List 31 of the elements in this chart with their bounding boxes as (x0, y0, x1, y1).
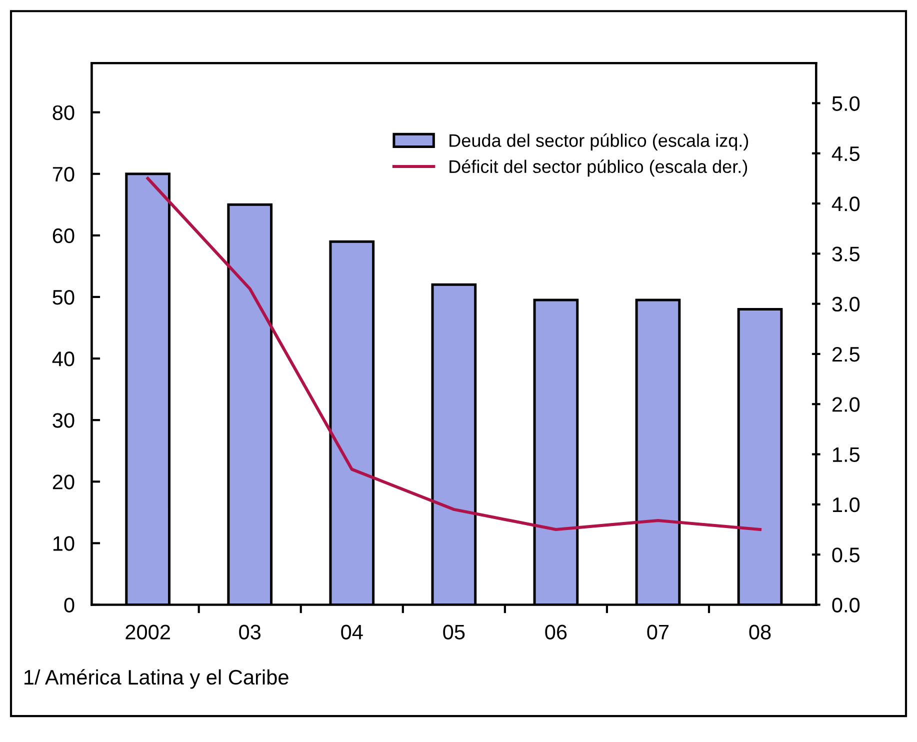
y2-tick-label: 3.5 (832, 246, 860, 262)
line-series (146, 176, 762, 532)
y-tick-label: 80 (52, 105, 74, 120)
legend-label: Deuda del sector público (escala izq.) (450, 133, 748, 151)
y-tick-label: 60 (52, 228, 74, 244)
x-tick-label: 05 (443, 624, 465, 640)
y2-tick-label: 5.0 (832, 96, 860, 111)
y-tick-label: 10 (53, 536, 74, 551)
y2-tick-label: 1.5 (832, 447, 860, 462)
y2-tick-label: 0.5 (832, 548, 860, 562)
y-tick-label: 40 (52, 352, 74, 366)
y2-tick-label: 0.0 (832, 598, 860, 612)
x-tick-label: 03 (239, 624, 261, 640)
x-tick-label: 2002 (126, 624, 170, 640)
text: 1/ América Latina y el Caribe (24, 669, 288, 689)
y2-tick-label: 2.5 (832, 346, 860, 362)
y-tick-label: 0 (64, 598, 74, 612)
y2-tick-label: 4.0 (832, 196, 860, 212)
y2-tick-label: 2.0 (832, 397, 860, 412)
x-tick-label: 07 (647, 624, 669, 640)
y-tick-label: 30 (52, 413, 74, 428)
y2-tick-label: 4.5 (832, 146, 860, 162)
y-tick-label: 70 (52, 166, 74, 182)
y-tick-label: 20 (52, 474, 74, 490)
y-tick-label: 50 (52, 290, 74, 305)
y2-tick-label: 1.0 (832, 497, 860, 512)
x-tick-label: 06 (545, 624, 567, 640)
legend-label: Déficit del sector público (escala der.) (450, 160, 748, 177)
x-tick-label: 04 (341, 624, 363, 640)
y2-tick-label: 3.0 (832, 296, 860, 312)
x-tick-label: 08 (749, 624, 771, 640)
